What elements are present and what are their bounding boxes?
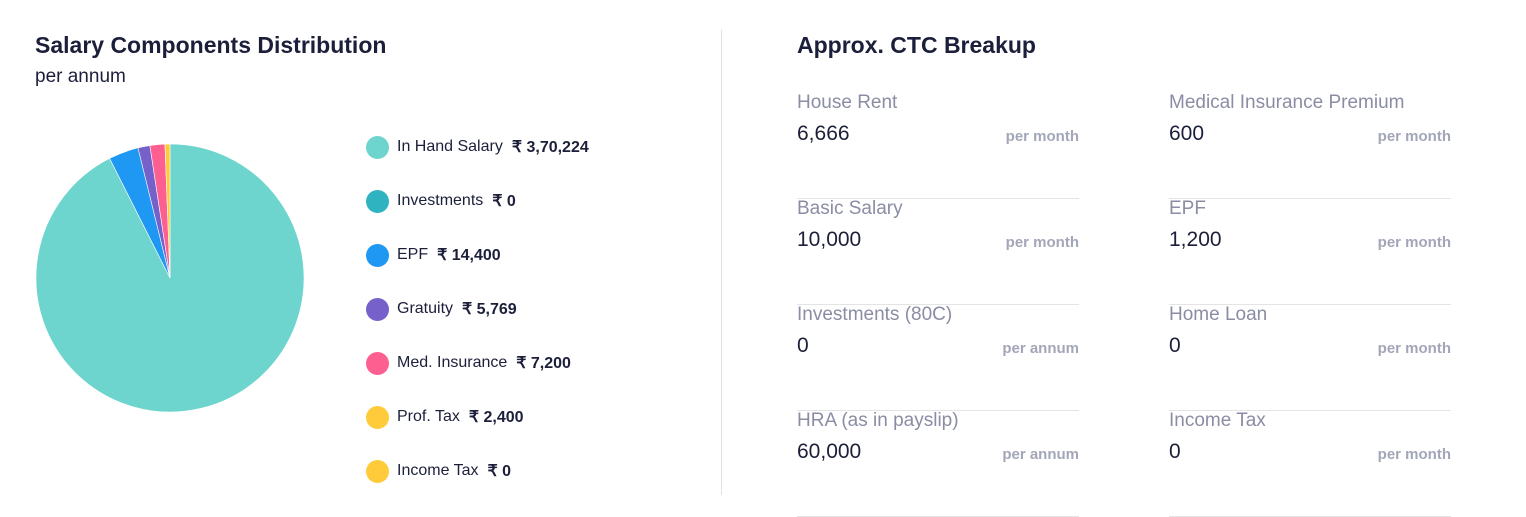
ctc-period: per month (1005, 128, 1079, 145)
ctc-item: House Rent 6,666 per month (797, 92, 1079, 199)
ctc-item: HRA (as in payslip) 60,000 per annum (797, 410, 1079, 517)
ctc-title: Approx. CTC Breakup (797, 32, 1036, 58)
legend-label: Gratuity (397, 300, 454, 317)
ctc-period: per annum (1002, 446, 1079, 463)
ctc-period: per month (1005, 234, 1079, 251)
legend-swatch (366, 189, 389, 213)
ctc-period: per month (1377, 446, 1451, 463)
legend-value: ₹ 3,70,224 (511, 139, 589, 156)
ctc-label: Medical Insurance Premium (1169, 92, 1405, 113)
legend-swatch (366, 135, 389, 159)
legend-swatch (366, 297, 389, 321)
chart-title: Salary Components Distribution (35, 32, 387, 58)
legend-swatch (366, 405, 389, 429)
legend-item: Gratuity ₹ 5,769 (366, 282, 589, 336)
legend-item: In Hand Salary ₹ 3,70,224 (366, 120, 589, 174)
legend-value: ₹ 14,400 (437, 247, 501, 264)
legend-item: Med. Insurance ₹ 7,200 (366, 336, 589, 390)
pie-chart (35, 143, 305, 413)
legend-label: Med. Insurance (397, 354, 508, 371)
ctc-value: 6,666 (797, 122, 850, 145)
legend-item: Prof. Tax ₹ 2,400 (366, 390, 589, 444)
ctc-label: HRA (as in payslip) (797, 410, 959, 431)
ctc-value: 60,000 (797, 440, 862, 463)
ctc-item: EPF 1,200 per month (1169, 198, 1451, 305)
ctc-label: Basic Salary (797, 198, 903, 219)
ctc-item: Medical Insurance Premium 600 per month (1169, 92, 1451, 199)
ctc-value: 1,200 (1169, 228, 1222, 251)
pie-slice-prof-tax[interactable] (164, 143, 171, 279)
legend-item: Income Tax ₹ 0 (366, 444, 589, 498)
ctc-period: per month (1377, 128, 1451, 145)
ctc-label: House Rent (797, 92, 898, 113)
legend-value: ₹ 5,769 (462, 301, 517, 318)
legend-value: ₹ 2,400 (468, 409, 524, 426)
ctc-label: Investments (80C) (797, 304, 953, 325)
ctc-item: Home Loan 0 per month (1169, 304, 1451, 411)
legend-label: Prof. Tax (397, 408, 460, 425)
legend-label: Income Tax (397, 462, 479, 479)
legend: In Hand Salary ₹ 3,70,224 Investments ₹ 0 EP… (366, 120, 589, 498)
legend-item: Investments ₹ 0 (366, 174, 589, 228)
legend-value: ₹ 0 (492, 193, 516, 210)
ctc-value: 600 (1169, 122, 1205, 145)
chart-subtitle: per annum (35, 66, 126, 87)
legend-value: ₹ 0 (487, 463, 512, 480)
ctc-label: Home Loan (1169, 304, 1268, 325)
ctc-period: per annum (1002, 340, 1079, 357)
legend-swatch (366, 351, 389, 375)
legend-label: In Hand Salary (397, 138, 503, 155)
legend-item: EPF ₹ 14,400 (366, 228, 589, 282)
ctc-period: per month (1377, 340, 1451, 357)
ctc-value: 0 (797, 334, 809, 357)
legend-value: ₹ 7,200 (516, 355, 571, 372)
ctc-value: 0 (1169, 334, 1181, 357)
ctc-item: Basic Salary 10,000 per month (797, 198, 1079, 305)
legend-label: EPF (397, 246, 429, 263)
divider (721, 30, 722, 495)
legend-swatch (366, 243, 389, 267)
ctc-value: 10,000 (797, 228, 862, 251)
legend-label: Investments (397, 192, 484, 209)
ctc-item: Investments (80C) 0 per annum (797, 304, 1079, 411)
ctc-label: EPF (1169, 198, 1206, 219)
ctc-period: per month (1377, 234, 1451, 251)
ctc-value: 0 (1169, 440, 1181, 463)
ctc-label: Income Tax (1169, 410, 1266, 431)
ctc-item: Income Tax 0 per month (1169, 410, 1451, 517)
legend-swatch (366, 459, 389, 483)
